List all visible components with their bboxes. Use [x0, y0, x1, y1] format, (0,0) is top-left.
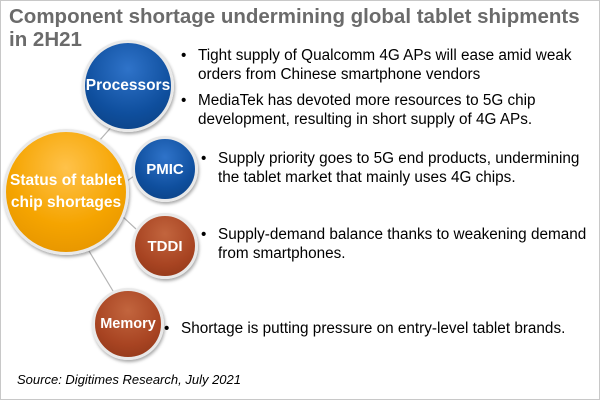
note-text-line: Supply-demand balance thanks to weakenin… [218, 226, 587, 243]
title-line-2: in 2H21 [9, 28, 82, 51]
bubble-processors: Processors [82, 40, 174, 132]
note-text-line: Shortage is putting pressure on entry-le… [181, 320, 566, 337]
bullet-icon: • [201, 226, 207, 243]
note-text-line: Supply priority goes to 5G end products,… [218, 150, 580, 167]
bubble-label-tddi: TDDI [147, 237, 183, 255]
bullet-icon: • [164, 320, 170, 337]
note-memory: • Shortage is putting pressure on entry-… [164, 319, 565, 338]
hub-label-line-1: Status of tablet [10, 172, 122, 189]
note-text-line: development, resulting in short supply o… [198, 111, 533, 128]
bubble-label-processors: Processors [85, 77, 171, 94]
note-text-line: orders from Chinese smartphone vendors [198, 66, 481, 83]
note-text-line: from smartphones. [218, 245, 346, 262]
note-processors-mediatek: • MediaTek has devoted more resources to… [181, 91, 536, 129]
bullet-icon: • [181, 47, 187, 64]
bubble-tddi: TDDI [132, 213, 198, 279]
hub-label-line-2: chip shortages [10, 194, 122, 211]
bubble-memory: Memory [92, 288, 164, 360]
bubble-label-memory: Memory [100, 316, 156, 332]
title-line-1: Component shortage undermining global ta… [9, 5, 580, 28]
note-pmic: • Supply priority goes to 5G end product… [201, 149, 579, 187]
bullet-icon: • [201, 150, 207, 167]
note-text-line: Tight supply of Qualcomm 4G APs will eas… [198, 47, 572, 64]
bubble-label-pmic: PMIC [146, 160, 184, 178]
bullet-icon: • [181, 92, 187, 109]
note-text-line: MediaTek has devoted more resources to 5… [198, 92, 536, 109]
note-processors-qualcomm: • Tight supply of Qualcomm 4G APs will e… [181, 46, 572, 84]
bubble-pmic: PMIC [132, 136, 198, 202]
hub-bubble-chip-shortages: Status of tablet chip shortages [3, 129, 129, 255]
note-text-line: the tablet market that mainly uses 4G ch… [218, 169, 516, 186]
source-caption: Source: Digitimes Research, July 2021 [17, 372, 241, 387]
page-title: Component shortage undermining global ta… [9, 5, 594, 51]
connector-tddi [122, 216, 137, 230]
connector-memory [88, 250, 114, 292]
note-tddi: • Supply-demand balance thanks to weaken… [201, 225, 586, 263]
